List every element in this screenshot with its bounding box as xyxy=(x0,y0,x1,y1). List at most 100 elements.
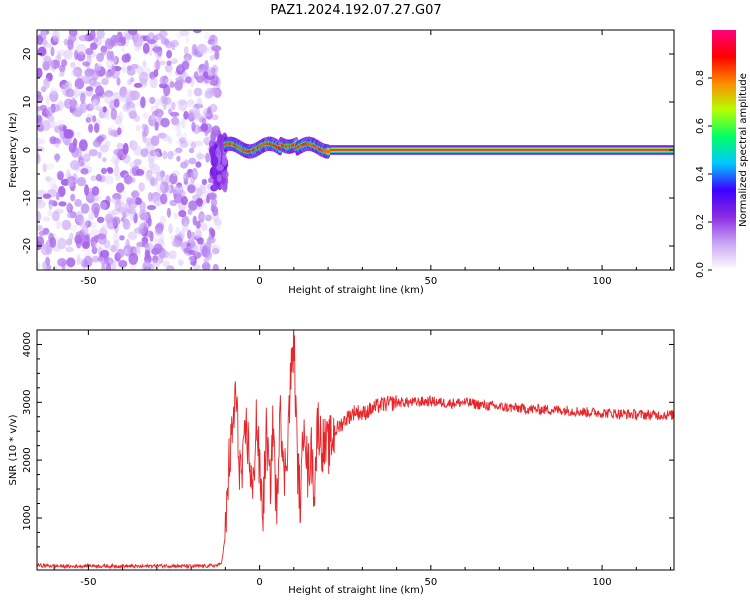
noise-blob xyxy=(79,103,85,111)
noise-blob xyxy=(58,201,67,207)
noise-blob xyxy=(192,30,202,34)
noise-blob xyxy=(95,173,102,182)
noise-blob xyxy=(105,58,113,69)
noise-blob xyxy=(148,96,156,104)
noise-blob xyxy=(111,154,120,166)
spectrogram-y-ticks: 20 10 0 -10 -20 xyxy=(22,29,674,271)
noise-blob xyxy=(185,35,190,44)
noise-blob xyxy=(80,161,85,167)
noise-blob xyxy=(60,178,70,186)
noise-blob xyxy=(197,43,207,54)
noise-blob xyxy=(162,150,168,160)
snr-series-line xyxy=(37,330,674,570)
noise-blob xyxy=(145,260,150,270)
noise-blob xyxy=(63,49,73,60)
noise-blob xyxy=(171,101,176,111)
noise-blob xyxy=(134,44,141,52)
noise-blob xyxy=(148,114,157,127)
carrier-wave-segment xyxy=(325,149,331,154)
noise-blob xyxy=(114,165,120,177)
noise-blob xyxy=(214,50,220,60)
noise-blob xyxy=(95,85,105,97)
noise-blob xyxy=(144,242,154,251)
noise-blob xyxy=(104,175,114,185)
noise-blob xyxy=(193,244,199,255)
noise-blob xyxy=(129,161,139,168)
noise-blob xyxy=(38,230,46,237)
noise-blob xyxy=(175,119,181,128)
noise-blob xyxy=(182,224,189,233)
noise-blob xyxy=(177,79,186,84)
noise-blob xyxy=(187,208,193,215)
noise-blob xyxy=(154,200,161,207)
noise-blob xyxy=(139,201,146,213)
noise-blob xyxy=(118,36,126,44)
noise-blob xyxy=(42,193,52,199)
noise-blob xyxy=(74,86,80,99)
noise-blob xyxy=(82,61,90,67)
noise-blob xyxy=(207,66,215,77)
snr-y-tick-label: 1000 xyxy=(22,505,33,530)
noise-blob xyxy=(149,77,158,89)
spectrogram-y-label: Frequency (Hz) xyxy=(8,112,19,188)
noise-blob xyxy=(171,42,176,51)
noise-blob xyxy=(99,144,109,153)
noise-blob xyxy=(166,60,172,66)
colorbar-gradient xyxy=(712,30,736,270)
noise-blob xyxy=(166,49,173,59)
noise-blob xyxy=(163,260,170,268)
noise-blob xyxy=(55,153,60,163)
noise-blob xyxy=(70,193,76,202)
noise-blob xyxy=(197,97,203,109)
noise-blob xyxy=(195,220,201,229)
noise-blob xyxy=(37,236,45,247)
noise-blob xyxy=(49,90,59,102)
noise-blob xyxy=(201,262,211,270)
noise-blob xyxy=(37,94,44,103)
noise-blob xyxy=(168,136,173,145)
snr-y-tick-label: 2000 xyxy=(22,447,33,472)
noise-blob xyxy=(146,204,157,211)
noise-blob xyxy=(61,59,68,67)
noise-blob xyxy=(48,176,57,189)
noise-blob xyxy=(63,38,69,46)
noise-blob xyxy=(46,120,56,129)
noise-blob xyxy=(113,98,120,108)
noise-blob xyxy=(188,200,198,211)
noise-blob xyxy=(77,258,85,265)
noise-blob xyxy=(71,109,82,117)
noise-blob xyxy=(213,218,223,226)
noise-blob xyxy=(144,254,152,264)
noise-blob xyxy=(63,98,74,109)
noise-blob xyxy=(57,237,67,250)
noise-blob xyxy=(57,185,66,198)
noise-blob xyxy=(76,176,87,187)
noise-blob xyxy=(43,77,50,89)
noise-blob xyxy=(89,100,96,110)
noise-blob xyxy=(40,244,50,250)
noise-blob xyxy=(114,157,119,167)
noise-blob xyxy=(94,63,99,73)
noise-blob xyxy=(155,171,162,182)
noise-blob xyxy=(37,114,43,126)
noise-blob xyxy=(111,260,117,270)
noise-blob xyxy=(58,124,67,132)
spectrogram-y-tick-label: -20 xyxy=(22,238,33,254)
noise-blob xyxy=(208,227,214,235)
noise-blob xyxy=(69,160,80,170)
noise-blob xyxy=(47,115,56,122)
noise-blob xyxy=(51,210,60,222)
noise-blob xyxy=(123,244,133,257)
noise-blob xyxy=(121,46,126,53)
colorbar-tick-label: 0.8 xyxy=(695,70,706,86)
noise-blob xyxy=(207,106,212,115)
spectrogram-x-tick-label: 50 xyxy=(424,276,437,287)
noise-blob xyxy=(206,250,212,260)
noise-blob xyxy=(81,75,92,84)
noise-blob xyxy=(188,147,195,154)
noise-blob xyxy=(144,265,151,270)
colorbar-tick-label: 0.6 xyxy=(695,118,706,134)
noise-blob xyxy=(209,55,216,61)
noise-blob xyxy=(91,70,99,81)
noise-blob xyxy=(116,77,121,86)
